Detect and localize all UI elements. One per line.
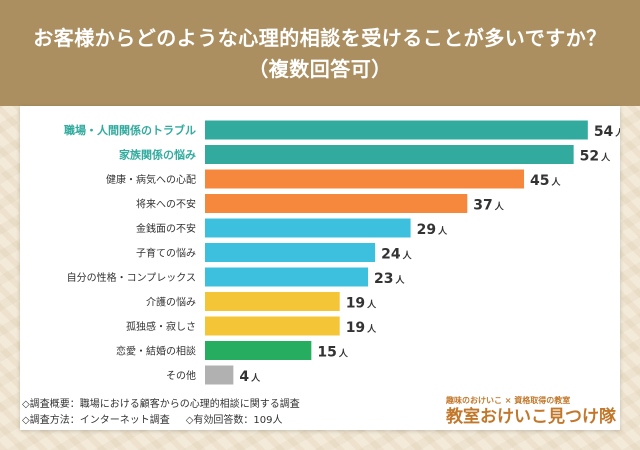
survey-method-row: ◇調査方法：インターネット調査 ◇有効回答数：109人: [22, 413, 300, 429]
value-unit: 人: [494, 201, 505, 213]
chart-title-banner: お客様からどのような心理的相談を受けることが多いですか？ （複数回答可）: [0, 0, 640, 106]
category-label: その他: [166, 369, 196, 382]
bar: [205, 292, 340, 311]
category-label: 将来への不安: [136, 198, 196, 211]
chart-subtitle: （複数回答可）: [248, 57, 392, 81]
value-label: 45 人: [530, 173, 561, 189]
value-number: 4: [239, 369, 249, 385]
chart-card: 職場・人間関係のトラブル 54 人家族関係の悩み 52 人健康・病気への心配 45 人将来へ…: [20, 106, 620, 430]
value-label: 19 人: [346, 296, 377, 312]
value-unit: 人: [395, 274, 406, 286]
value-unit: 人: [614, 127, 620, 139]
value-label: 52 人: [580, 149, 611, 165]
category-label: 孤独感・寂しさ: [126, 320, 196, 333]
bar: [205, 169, 525, 189]
value-number: 54: [594, 124, 614, 140]
category-label: 介護の悩み: [146, 296, 196, 309]
chart-title: お客様からどのような心理的相談を受けることが多いですか？: [33, 26, 607, 50]
brand-logo: 趣味のおけいこ × 資格取得の教室 教室おけいこ見つけ隊: [446, 396, 616, 430]
bar: [205, 194, 468, 213]
category-label: 金銭面の不安: [136, 222, 196, 235]
logo-wordmark: 教室おけいこ見つけ隊: [446, 407, 616, 427]
value-unit: 人: [338, 348, 349, 360]
value-number: 37: [473, 198, 492, 214]
value-number: 45: [530, 173, 549, 189]
survey-overview: ◇調査概要：職場における顧客からの心理的相談に関する調査: [22, 399, 300, 410]
value-number: 24: [381, 247, 401, 263]
value-number: 19: [346, 320, 365, 336]
survey-method: ◇調査方法：インターネット調査: [22, 415, 170, 426]
bar: [205, 243, 376, 262]
value-unit: 人: [551, 176, 562, 188]
value-unit: 人: [600, 152, 611, 164]
value-label: 15 人: [317, 345, 348, 361]
bar: [205, 218, 411, 238]
value-unit: 人: [437, 225, 448, 237]
value-unit: 人: [366, 299, 377, 311]
value-number: 23: [374, 271, 393, 287]
bar: [205, 267, 369, 287]
value-unit: 人: [366, 323, 377, 335]
category-label: 家族関係の悩み: [119, 148, 196, 162]
survey-respondents: ◇有効回答数：109人: [185, 415, 283, 426]
value-label: 37 人: [473, 198, 504, 214]
value-number: 15: [317, 345, 336, 361]
value-label: 29 人: [417, 222, 448, 238]
value-label: 23 人: [374, 271, 405, 287]
category-label: 健康・病気への心配: [106, 173, 196, 186]
bar: [205, 145, 574, 164]
bar: [205, 365, 234, 385]
bar: [205, 120, 588, 140]
value-label: 24 人: [381, 247, 412, 263]
value-unit: 人: [402, 250, 413, 262]
value-number: 19: [346, 296, 365, 312]
bar: [205, 316, 340, 336]
category-label: 自分の性格・コンプレックス: [67, 271, 196, 284]
value-label: 19 人: [346, 320, 377, 336]
value-number: 52: [580, 149, 599, 165]
survey-notes: ◇調査概要：職場における顧客からの心理的相談に関する調査 ◇調査方法：インターネ…: [22, 397, 300, 429]
value-number: 29: [417, 222, 436, 238]
category-label: 子育ての悩み: [136, 247, 196, 260]
value-label: 54 人: [594, 124, 620, 140]
category-label: 恋愛・結婚の相談: [116, 345, 196, 358]
logo-tagline: 趣味のおけいこ × 資格取得の教室: [446, 396, 571, 405]
bar: [205, 341, 312, 360]
category-label: 職場・人間関係のトラブル: [64, 123, 196, 137]
value-unit: 人: [250, 372, 261, 384]
